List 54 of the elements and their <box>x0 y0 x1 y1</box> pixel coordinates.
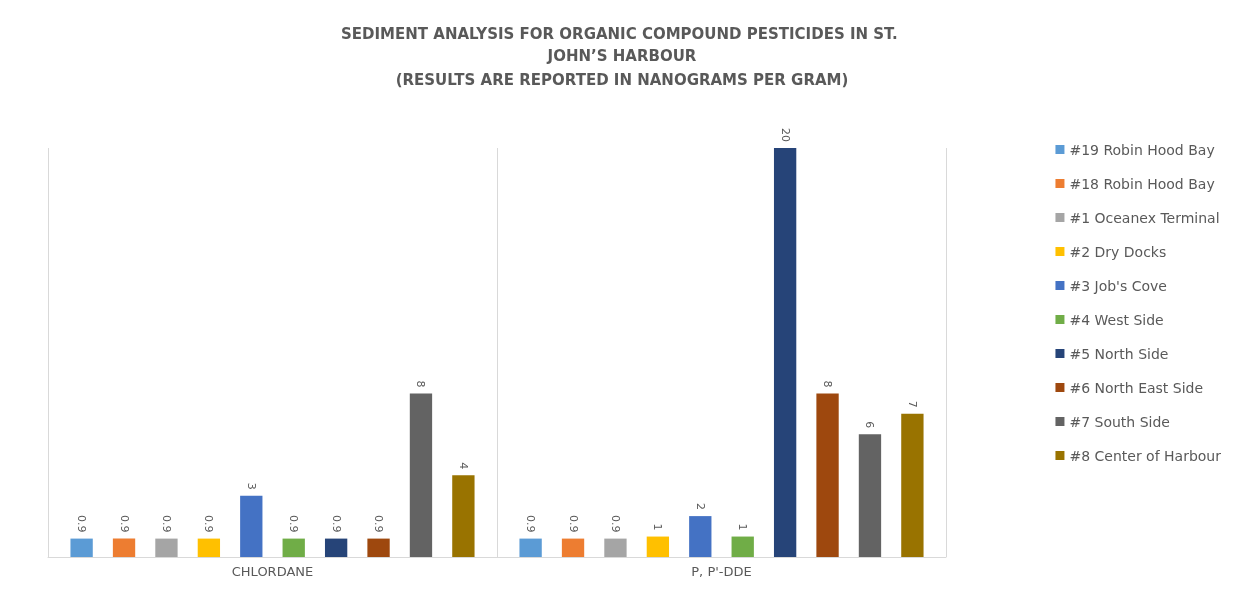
bar <box>282 538 305 557</box>
data-label: 3 <box>244 482 258 490</box>
legend-label: #7 South Side <box>1069 413 1170 430</box>
data-label: 0.9 <box>202 515 216 533</box>
bar <box>773 148 797 557</box>
data-label: 6 <box>863 421 877 429</box>
data-label: 8 <box>414 380 428 388</box>
data-label: 7 <box>905 400 919 408</box>
data-label: 1 <box>651 523 665 531</box>
bar <box>155 538 178 557</box>
legend-label: #1 Oceanex Terminal <box>1069 209 1220 226</box>
x-tick-label: CHLORDANE <box>231 564 314 579</box>
data-label: 0.9 <box>117 515 131 533</box>
bar <box>604 538 627 557</box>
legend-label: #5 North Side <box>1069 345 1169 362</box>
chart-subtitle: (RESULTS ARE REPORTED IN NANOGRAMS PER GRAM) <box>395 71 849 89</box>
legend-label: #6 North East Side <box>1069 379 1204 396</box>
x-tick-label: P, P'-DDE <box>691 564 752 579</box>
bar <box>816 393 839 557</box>
bar <box>367 538 390 557</box>
bar <box>901 413 924 557</box>
bar <box>858 434 882 557</box>
data-label: 20 <box>778 128 792 142</box>
legend-label: #18 Robin Hood Bay <box>1069 175 1215 192</box>
bar <box>452 475 475 557</box>
bar <box>561 538 585 557</box>
bar <box>112 538 136 557</box>
bar <box>409 393 433 557</box>
data-label: 8 <box>821 380 835 388</box>
bar <box>324 538 348 557</box>
legend-label: #19 Robin Hood Bay <box>1069 141 1215 158</box>
bar <box>646 536 670 557</box>
chart-title: SEDIMENT ANALYSIS FOR ORGANIC COMPOUND PESTICIDES IN ST. JOHN’S HARBOUR <box>341 25 903 65</box>
bar <box>240 495 263 557</box>
legend-label: #3 Job's Cove <box>1069 277 1167 294</box>
data-label: 0.9 <box>75 515 89 533</box>
bar <box>731 536 754 557</box>
bar <box>519 538 542 557</box>
data-label: 0.9 <box>566 515 580 533</box>
bar <box>70 538 93 557</box>
data-label: 0.9 <box>524 515 538 533</box>
data-label: 0.9 <box>287 515 301 533</box>
data-label: 0.9 <box>159 515 173 533</box>
data-label: 2 <box>693 503 707 511</box>
bar <box>197 538 221 557</box>
legend-label: #2 Dry Docks <box>1069 243 1167 260</box>
data-label: 0.9 <box>329 515 343 533</box>
data-label: 0.9 <box>608 515 622 533</box>
data-label: 1 <box>736 523 750 531</box>
data-label: 0.9 <box>372 515 386 533</box>
data-label: 4 <box>456 462 470 470</box>
bar <box>689 516 712 557</box>
legend-label: #4 West Side <box>1069 311 1164 328</box>
legend-label: #8 Center of Harbour <box>1069 447 1222 464</box>
